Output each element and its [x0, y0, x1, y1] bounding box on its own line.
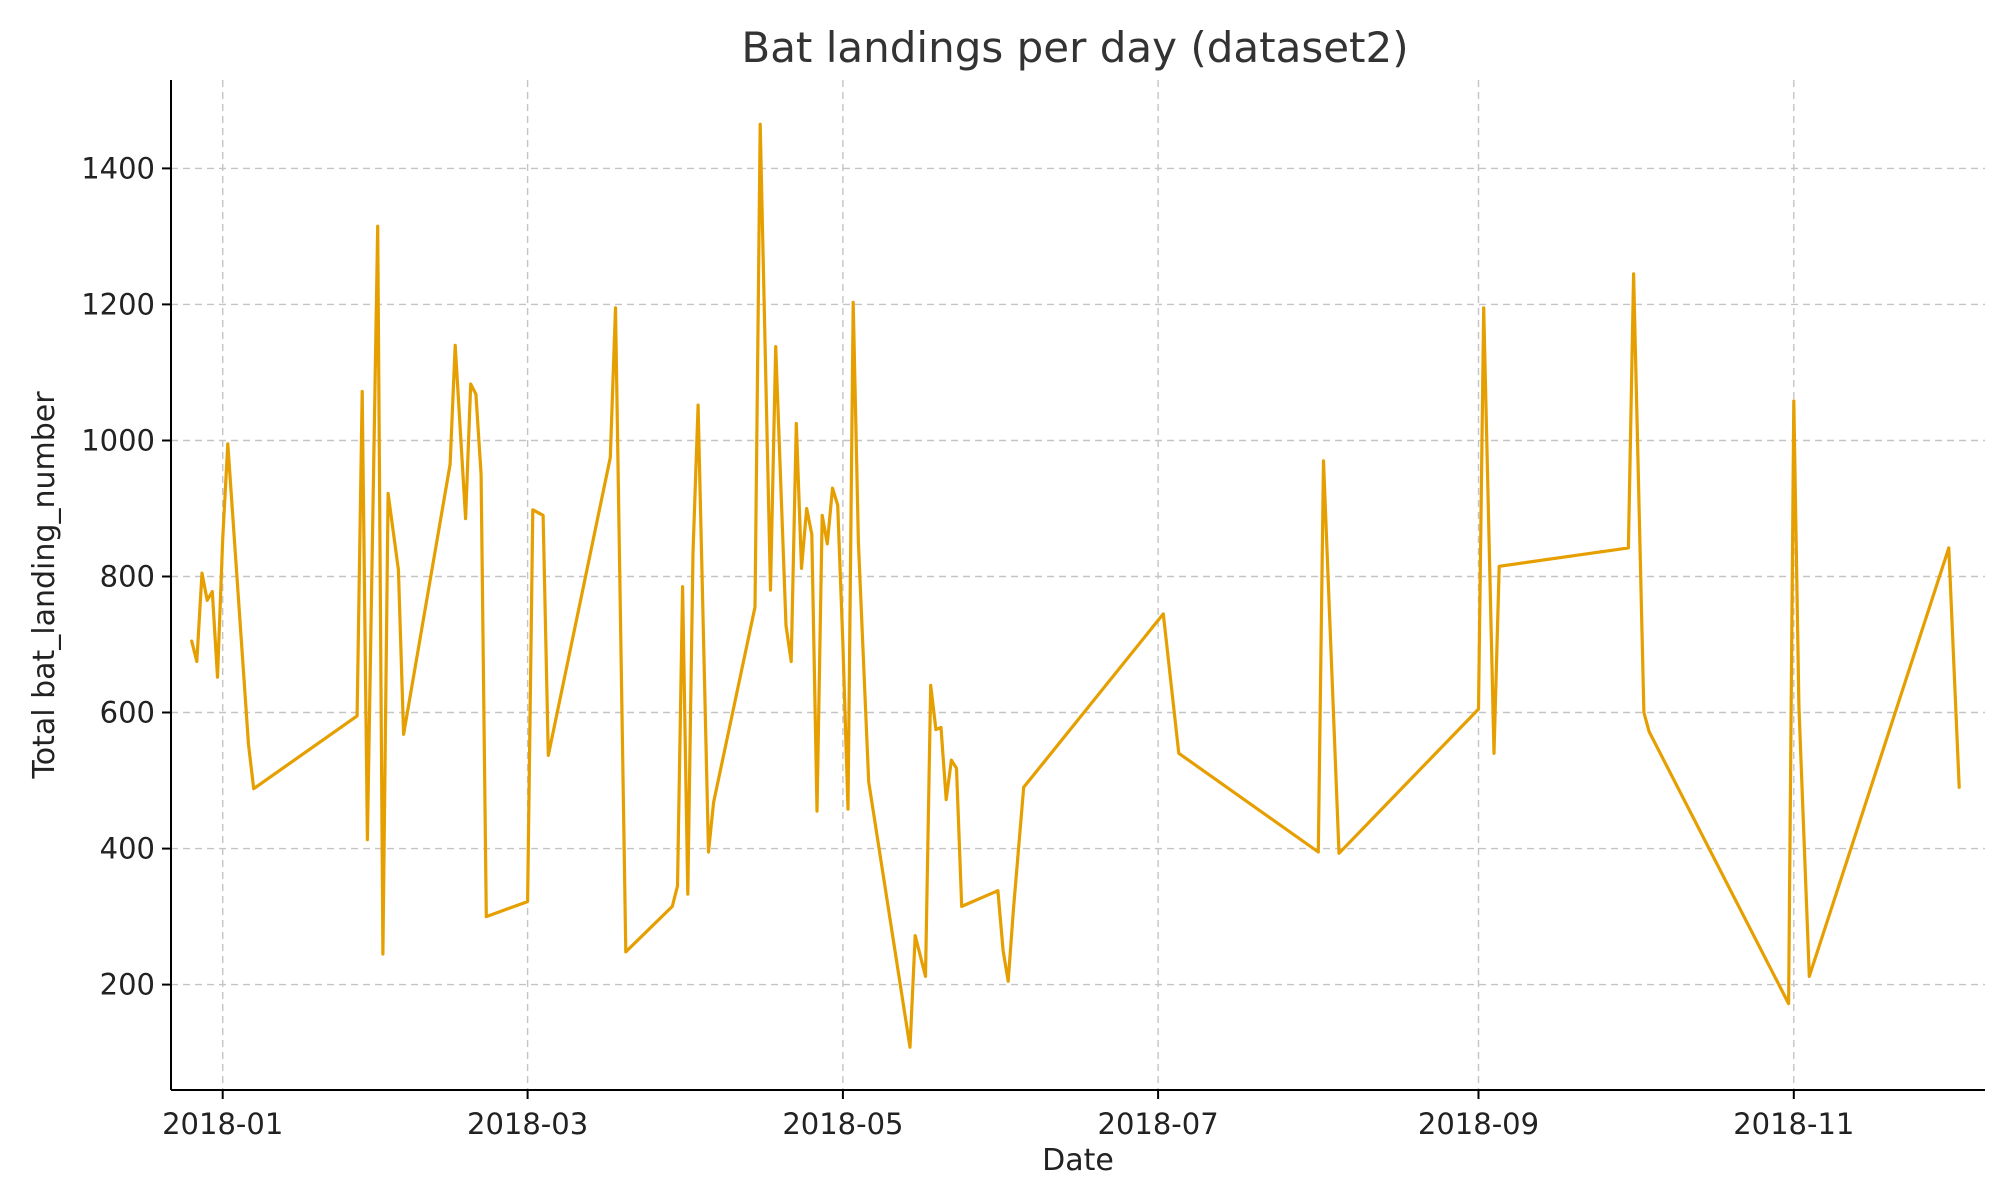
grid-lines — [171, 80, 1985, 1090]
x-tick-label: 2018-07 — [1098, 1107, 1219, 1141]
x-tick-label: 2018-05 — [782, 1107, 903, 1141]
series-layer — [190, 122, 1961, 1049]
y-axis-label: Total bat_landing_number — [27, 391, 62, 780]
y-tick-label: 400 — [100, 832, 155, 866]
series-line-1 — [190, 122, 1961, 1049]
y-axis-ticks: 200 400 600 800 1000 1200 1400 — [81, 151, 171, 1002]
x-axis-label: Date — [1042, 1143, 1114, 1178]
x-tick-label: 2018-11 — [1733, 1107, 1854, 1141]
y-tick-label: 800 — [100, 560, 155, 594]
y-tick-label: 1000 — [81, 424, 155, 458]
y-tick-label: 600 — [100, 696, 155, 730]
y-tick-label: 1200 — [81, 287, 155, 321]
x-tick-label: 2018-01 — [162, 1107, 283, 1141]
chart-title: Bat landings per day (dataset2) — [741, 23, 1408, 72]
y-tick-label: 200 — [100, 968, 155, 1002]
x-tick-label: 2018-09 — [1418, 1107, 1539, 1141]
x-axis-ticks: 2018-01 2018-03 2018-05 2018-07 2018-09 2018-… — [162, 1090, 1854, 1141]
x-tick-label: 2018-03 — [467, 1107, 588, 1141]
y-tick-label: 1400 — [81, 151, 155, 185]
